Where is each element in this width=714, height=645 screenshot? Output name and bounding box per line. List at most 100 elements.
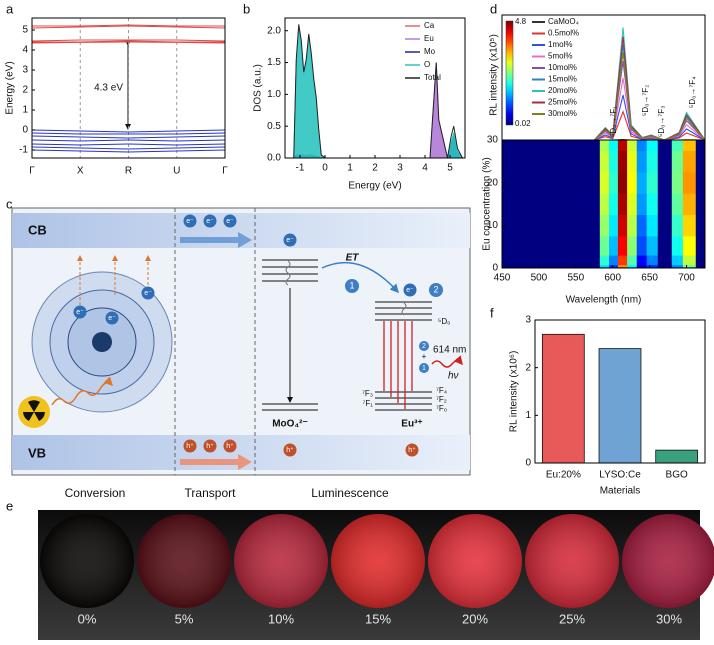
plot-frame xyxy=(534,319,706,464)
heatmap-cell xyxy=(671,150,684,173)
legend-label: 25mol% xyxy=(548,98,577,107)
heatmap-cell xyxy=(695,236,706,256)
y-tick-label: 10 xyxy=(487,220,499,231)
electron-label: e⁻ xyxy=(144,290,152,297)
heatmap-cell xyxy=(636,214,648,237)
heatmap-cell xyxy=(682,255,697,266)
heatmap-cell xyxy=(627,255,638,266)
heatmap-cell xyxy=(609,150,619,173)
hole-label: h⁺ xyxy=(206,443,214,450)
stage-label: Luminescence xyxy=(311,486,389,500)
step-marker xyxy=(419,363,429,373)
step-marker xyxy=(429,283,443,297)
legend-label: 1mol% xyxy=(548,40,572,49)
y-tick-label: 3 xyxy=(525,315,531,326)
x-tick-label: Γ xyxy=(29,166,35,177)
y-tick-label: 0.5 xyxy=(267,121,281,132)
legend-label: 5mol% xyxy=(548,52,572,61)
y-tick-label: 2 xyxy=(525,362,531,373)
sample-label: 30% xyxy=(656,611,682,626)
electron xyxy=(141,286,155,300)
spectrum-line xyxy=(502,36,706,141)
y-tick-label: 0 xyxy=(22,125,28,136)
heatmap-cell xyxy=(585,236,601,256)
electron xyxy=(223,214,237,228)
heatmap-cell xyxy=(520,150,558,173)
heatmap-cell xyxy=(627,140,638,152)
heatmap-cell xyxy=(627,150,638,173)
heatmap-cell xyxy=(636,236,648,256)
holes: h⁺ h⁺ h⁺ xyxy=(183,439,237,453)
heatmap-cell xyxy=(585,214,601,237)
sample-shading xyxy=(234,514,328,608)
hole-transport-arrow xyxy=(180,454,252,470)
sample-shading xyxy=(40,514,134,608)
heatmap-cell xyxy=(695,264,706,268)
stage-label: Conversion xyxy=(65,486,126,500)
legend-label: Mo xyxy=(424,47,436,56)
legend-label: Eu xyxy=(424,34,434,43)
heatmap-cell xyxy=(657,255,673,266)
heatmap-cell xyxy=(557,150,586,173)
y-tick-label: 1.0 xyxy=(267,89,281,100)
sample-shading xyxy=(525,514,619,608)
heatmap-cell xyxy=(617,150,628,173)
step-label: 1 xyxy=(422,365,426,372)
heatmap-cell xyxy=(636,255,648,266)
legend-label: 30mol% xyxy=(548,109,577,118)
heatmap-cell xyxy=(617,193,628,216)
sample-shading xyxy=(428,514,522,608)
x-tick-label: Eu:20% xyxy=(546,470,581,481)
radiation-wave xyxy=(51,376,114,406)
heatmap-cell xyxy=(657,172,673,194)
x-tick-label: 2 xyxy=(372,163,378,174)
heatmap-cell xyxy=(671,214,684,237)
level-label: ⁷F₁ xyxy=(363,399,374,408)
heatmap-cell xyxy=(557,214,586,237)
band-line xyxy=(31,139,226,142)
band-line xyxy=(31,41,226,44)
radiation-symbol xyxy=(23,400,45,421)
step-label: 2 xyxy=(422,343,426,350)
heatmap-cell xyxy=(557,172,586,194)
x-tick-label: 700 xyxy=(678,273,695,284)
x-tick-label: 600 xyxy=(604,273,621,284)
colorbar xyxy=(505,20,514,126)
heatmap-cell xyxy=(502,150,521,173)
heatmap-cell xyxy=(617,214,628,237)
legend-label: O xyxy=(424,60,430,69)
heatmap-cell xyxy=(617,140,628,152)
relaxation xyxy=(401,302,407,316)
y-tick-label: 1 xyxy=(525,410,531,421)
electron xyxy=(183,214,197,228)
heatmap-cell xyxy=(599,264,610,268)
heatmap-cell xyxy=(609,264,619,268)
heatmap-cell xyxy=(627,172,638,194)
sample-shading xyxy=(137,514,231,608)
heatmap-cell xyxy=(609,214,619,237)
heatmap-cell xyxy=(695,214,706,237)
sample-label: 15% xyxy=(365,611,391,626)
electrons: e⁻ e⁻ e⁻ xyxy=(183,214,237,228)
heatmap-cell xyxy=(657,193,673,216)
heatmap-cell xyxy=(636,172,648,194)
axis-title: RL intensity (x10⁶) xyxy=(509,351,520,433)
y-tick-label: 30 xyxy=(487,135,499,146)
panel-label: a xyxy=(6,1,14,16)
band-line xyxy=(31,149,226,153)
y-tick-label: 3 xyxy=(22,65,28,76)
electron xyxy=(403,283,417,297)
hole-label: h⁺ xyxy=(186,443,194,450)
y-tick-label: 0 xyxy=(525,458,531,469)
heatmap-cell xyxy=(502,140,521,152)
axis-title: Wavelength (nm) xyxy=(566,295,642,306)
heatmap-cell xyxy=(557,193,586,216)
x-tick-label: R xyxy=(125,166,132,177)
electron xyxy=(73,305,87,319)
panel-label: d xyxy=(490,1,497,16)
axis-title: DOS (a.u.) xyxy=(253,64,264,112)
heatmap-cell xyxy=(520,214,558,237)
heatmap-cell xyxy=(557,236,586,256)
x-tick-label: X xyxy=(77,166,84,177)
